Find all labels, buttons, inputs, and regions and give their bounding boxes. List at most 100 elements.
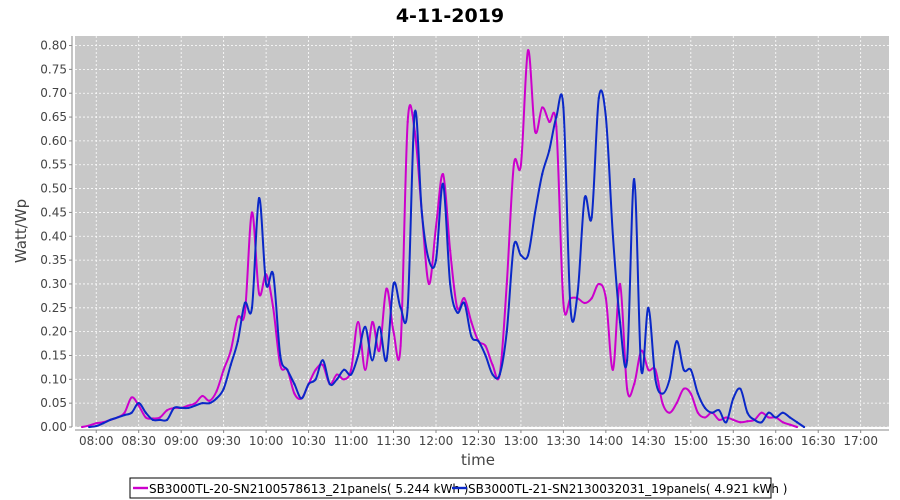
data-point — [272, 306, 275, 309]
data-point — [250, 211, 254, 214]
data-point — [151, 418, 154, 421]
data-point — [541, 173, 544, 176]
data-point — [760, 411, 763, 414]
data-point — [399, 344, 402, 348]
data-point — [208, 402, 211, 405]
data-point — [604, 297, 607, 300]
data-point — [158, 418, 162, 421]
data-point — [321, 363, 324, 367]
grid — [75, 36, 889, 428]
data-point — [590, 216, 593, 219]
data-point — [215, 397, 218, 400]
data-point — [583, 197, 586, 200]
data-point — [767, 411, 770, 414]
x-tick-label: 14:00 — [589, 434, 624, 448]
x-axis-label: time — [461, 451, 495, 469]
y-tick-label: 0.10 — [40, 372, 67, 386]
data-point — [434, 225, 438, 228]
data-point — [470, 335, 473, 338]
data-point — [399, 306, 402, 309]
data-point — [137, 402, 140, 405]
data-point — [519, 163, 523, 166]
data-point — [279, 363, 282, 367]
data-point — [633, 177, 636, 181]
data-point — [243, 311, 246, 314]
data-point — [413, 111, 416, 114]
data-point — [512, 163, 515, 166]
data-point — [760, 421, 763, 424]
data-point — [781, 411, 784, 414]
series-lines — [80, 49, 806, 429]
data-point — [116, 416, 119, 419]
data-point — [647, 306, 650, 309]
data-point — [519, 254, 523, 257]
y-tick-label: 0.60 — [40, 134, 67, 148]
y-tick-label: 0.45 — [40, 205, 67, 219]
data-point — [272, 273, 275, 276]
data-point — [314, 368, 317, 371]
data-point — [257, 292, 261, 295]
x-tick-label: 13:00 — [504, 434, 539, 448]
x-tick-label: 09:30 — [206, 434, 241, 448]
data-point — [449, 282, 452, 286]
data-point — [618, 282, 622, 286]
data-point — [314, 378, 317, 381]
data-point — [618, 321, 622, 324]
data-point — [392, 282, 395, 286]
data-point — [682, 387, 685, 390]
data-point — [427, 282, 431, 286]
data-point — [533, 211, 537, 214]
data-point — [250, 306, 254, 309]
data-point — [392, 330, 395, 333]
x-tick-label: 15:30 — [716, 434, 751, 448]
data-point — [229, 349, 232, 352]
data-point — [95, 424, 98, 428]
data-point — [767, 416, 770, 419]
data-point — [668, 378, 671, 381]
y-tick-label: 0.35 — [40, 253, 67, 267]
data-point — [201, 394, 204, 398]
data-point — [427, 259, 431, 262]
data-point — [533, 130, 537, 133]
y-tick-label: 0.50 — [40, 182, 67, 196]
data-point — [562, 301, 565, 305]
data-point — [257, 197, 261, 200]
data-point — [215, 390, 218, 393]
data-point — [328, 382, 331, 386]
data-point — [123, 411, 126, 414]
data-point — [484, 344, 487, 348]
y-tick-label: 0.40 — [40, 229, 67, 243]
y-tick-label: 0.15 — [40, 348, 67, 362]
x-tick-label: 11:00 — [334, 434, 369, 448]
data-point — [236, 316, 239, 319]
data-point — [194, 402, 197, 405]
data-point — [739, 421, 742, 424]
y-tick-label: 0.75 — [40, 62, 67, 76]
y-axis-label: Watt/Wp — [12, 199, 30, 263]
data-point — [187, 404, 190, 407]
data-point — [682, 368, 685, 371]
x-tick-label: 13:30 — [546, 434, 581, 448]
data-point — [222, 368, 225, 371]
data-point — [406, 120, 409, 123]
data-point — [173, 406, 176, 410]
data-point — [456, 311, 459, 314]
y-axis: 0.00 0.05 0.10 0.15 0.20 0.25 0.30 0.35 0.40 0.45… — [40, 36, 73, 434]
data-point — [364, 325, 367, 328]
data-point — [130, 396, 133, 399]
data-point — [349, 373, 353, 376]
data-point — [696, 411, 699, 414]
data-point — [420, 211, 423, 214]
data-point — [725, 421, 728, 424]
data-point — [321, 359, 324, 362]
data-point — [307, 382, 310, 386]
data-point — [604, 115, 607, 119]
data-point — [661, 402, 664, 405]
data-point — [158, 416, 162, 419]
data-point — [611, 368, 615, 371]
x-tick-label: 11:30 — [376, 434, 411, 448]
data-point — [583, 301, 586, 305]
x-tick-label: 16:00 — [758, 434, 793, 448]
data-point — [611, 235, 615, 238]
